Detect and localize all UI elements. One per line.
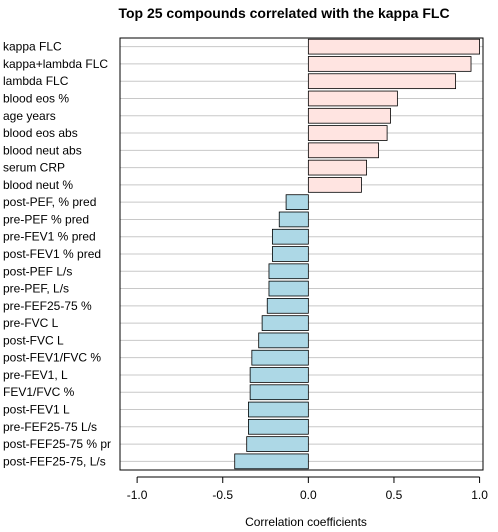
bar <box>278 211 309 228</box>
category-label: kappa+lambda FLC <box>3 57 108 71</box>
bar <box>307 177 362 193</box>
x-tick-label: 0.0 <box>300 488 317 502</box>
bar <box>249 367 309 383</box>
category-label: FEV1/FVC % <box>3 385 75 399</box>
category-label: pre-FEV1, L <box>3 368 68 382</box>
bar <box>307 142 379 159</box>
category-label: pre-FEV1 % pred <box>3 230 96 244</box>
bar <box>271 246 309 262</box>
bar <box>271 228 309 245</box>
category-label: pre-FVC L <box>3 316 59 330</box>
x-tick-label: -0.5 <box>212 488 233 502</box>
x-tick-label: -1.0 <box>127 488 148 502</box>
bar <box>258 332 309 349</box>
category-label: serum CRP <box>3 161 65 175</box>
bars <box>234 38 480 470</box>
chart-title: Top 25 compounds correlated with the kap… <box>118 5 449 21</box>
category-label: lambda FLC <box>3 74 69 88</box>
bar <box>307 125 388 141</box>
bar <box>307 159 367 176</box>
category-label: pre-FEF25-75 L/s <box>3 420 97 434</box>
category-label: blood neut % <box>3 178 73 192</box>
bar <box>268 280 309 297</box>
bar <box>268 263 309 280</box>
bar <box>248 401 309 418</box>
x-axis-label: Correlation coefficients <box>245 515 367 529</box>
bar <box>266 298 309 314</box>
category-label: pre-FEF25-75 % <box>3 299 92 313</box>
category-label: blood eos abs <box>3 126 78 140</box>
category-label: post-FEF25-75 % pr <box>3 437 111 451</box>
category-label: post-PEF L/s <box>3 264 72 278</box>
x-tick-label: 0.5 <box>386 488 403 502</box>
plot-frame <box>119 37 484 471</box>
category-label: post-PEF, % pred <box>3 195 96 209</box>
x-tick-label: 1.0 <box>471 488 488 502</box>
bar <box>251 349 309 366</box>
category-label: post-FEV1/FVC % <box>3 351 101 365</box>
bar <box>246 436 309 452</box>
category-labels: kappa FLC kappa+lambda FLC lambda FLC blood… <box>3 40 111 469</box>
category-label: post-FEV1 L <box>3 403 70 417</box>
bar <box>307 90 398 107</box>
category-label: post-FVC L <box>3 333 64 347</box>
category-label: post-FEV1 % pred <box>3 247 101 261</box>
bar <box>285 194 309 210</box>
category-label: pre-PEF, L/s <box>3 282 69 296</box>
bar <box>307 73 457 90</box>
category-label: blood eos % <box>3 91 69 105</box>
category-label: age years <box>3 109 56 123</box>
category-label: pre-PEF % pred <box>3 212 89 226</box>
category-label: post-FEF25-75, L/s <box>3 454 106 468</box>
bar <box>307 56 472 72</box>
bar <box>307 107 391 124</box>
bar <box>248 418 309 435</box>
x-axis: -1.0 -0.5 0.0 0.5 1.0 <box>127 476 488 502</box>
bar <box>249 384 309 401</box>
bar <box>234 453 309 470</box>
bar <box>261 315 309 331</box>
bar <box>307 38 480 55</box>
category-label: blood neut abs <box>3 143 82 157</box>
category-label: kappa FLC <box>3 40 62 54</box>
